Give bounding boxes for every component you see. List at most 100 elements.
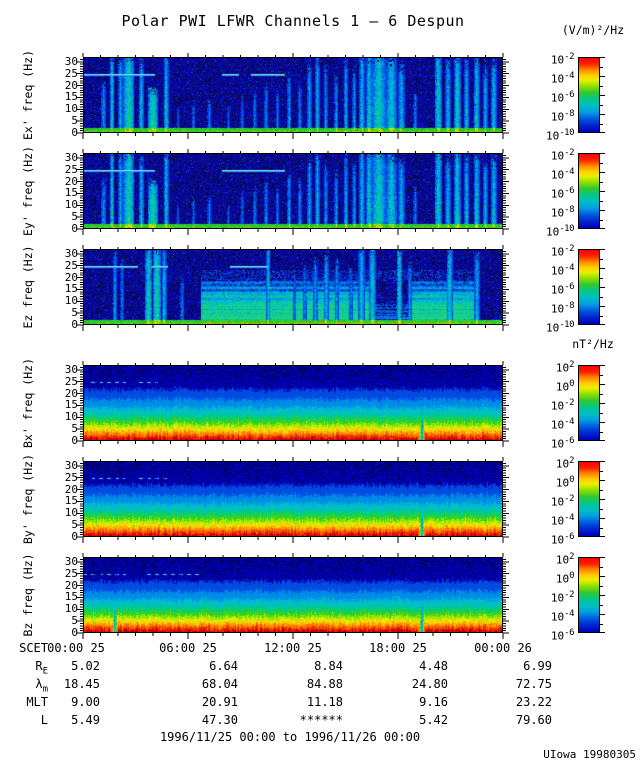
date-range-label: 1996/11/25 00:00 to 1996/11/26 00:00 <box>159 730 421 744</box>
colorbar-tick-label: 10-6 <box>550 436 575 451</box>
colorbar-tick <box>600 614 605 615</box>
colorbar-tick-label: 10-6 <box>550 628 575 643</box>
ephemeris-value: 9.00 <box>71 695 100 709</box>
y-tick-label: 10 <box>64 102 78 116</box>
colorbar-tick <box>600 576 605 577</box>
colorbar-tick <box>600 123 603 125</box>
colorbar-tick <box>600 422 605 423</box>
y-tick-label: 20 <box>64 270 78 284</box>
colorbar-tick-label: 10-4 <box>550 417 575 432</box>
colorbar-tick-label: 10-8 <box>550 109 575 124</box>
colorbar-by <box>578 461 600 537</box>
ephemeris-value: 79.60 <box>515 713 552 727</box>
colorbar-tick <box>600 470 603 472</box>
y-tick-label: 15 <box>64 90 78 104</box>
y-tick-label: 10 <box>64 506 78 520</box>
colorbar-tick <box>600 114 605 115</box>
credit-label: UIowa 19980305 <box>543 748 636 761</box>
ephemeris-row-label-r: RE <box>35 659 48 677</box>
y-tick-label: 0 <box>71 318 78 331</box>
colorbar-tick-label: 10-6 <box>550 186 575 201</box>
colorbar-tick <box>600 480 605 481</box>
colorbar-tick <box>600 296 603 298</box>
y-tick-label: 10 <box>64 410 78 424</box>
spectrogram-canvas-ey <box>83 153 503 229</box>
colorbar-tick-label: 10-6 <box>550 90 575 105</box>
axis-ticks-bx <box>77 361 509 447</box>
colorbar-tick <box>600 518 605 519</box>
ephemeris-value: 6.64 <box>209 659 238 673</box>
colorbar-tick <box>600 595 605 596</box>
ephemeris-value: 11.18 <box>306 695 343 709</box>
ephemeris-value: 8.84 <box>314 659 343 673</box>
ephemeris-value: 84.88 <box>306 677 343 691</box>
colorbar-tick <box>600 632 605 633</box>
colorbar-bx <box>578 365 600 441</box>
colorbar-tick-label: 10-6 <box>550 532 575 547</box>
colorbar-tick <box>600 153 605 154</box>
y-tick-label: 25 <box>64 374 78 388</box>
time-tick-label: 12:00 25 <box>264 641 322 655</box>
y-tick-label: 10 <box>64 198 78 212</box>
colorbar-tick <box>600 219 603 221</box>
ephemeris-value: 5.42 <box>419 713 448 727</box>
colorbar-tick <box>600 365 605 366</box>
y-tick-label: 5 <box>71 518 78 532</box>
y-tick-label: 15 <box>64 186 78 200</box>
colorbar-tick <box>600 200 603 202</box>
y-tick-label: 15 <box>64 494 78 508</box>
colorbar-tick-label: 102 <box>555 360 575 375</box>
time-tick-label: 00:00 25 <box>47 641 105 655</box>
colorbar-tick <box>600 162 603 164</box>
colorbar-ey <box>578 153 600 229</box>
spectrogram-canvas-by <box>83 461 503 537</box>
colorbar-tick-label: 100 <box>555 379 575 394</box>
colorbar-tick <box>600 57 605 58</box>
colorbar-tick <box>600 393 603 395</box>
colorbar-tick-label: 100 <box>555 571 575 586</box>
y-tick-label: 30 <box>64 54 78 68</box>
y-tick-label: 20 <box>64 578 78 592</box>
ephemeris-value: 68.04 <box>201 677 238 691</box>
y-tick-label: 30 <box>64 362 78 376</box>
colorbar-tick-label: 102 <box>555 552 575 567</box>
colorbar-tick <box>600 66 603 68</box>
colorbar-tick <box>600 315 603 317</box>
y-tick-label: 15 <box>64 282 78 296</box>
colorbar-tick <box>600 489 603 491</box>
chart-title: Polar PWI LFWR Channels 1 — 6 Despun <box>121 12 465 30</box>
ephemeris-value: 47.30 <box>201 713 238 727</box>
ephemeris-value: 23.22 <box>515 695 552 709</box>
colorbar-tick <box>600 585 603 587</box>
y-tick-label: 25 <box>64 470 78 484</box>
colorbar-tick <box>600 623 603 625</box>
y-tick-label: 25 <box>64 566 78 580</box>
colorbar-tick <box>600 95 605 96</box>
colorbar-tick-label: 10-10 <box>545 320 575 335</box>
b-colorbar-unit-label: nT²/Hz <box>572 337 614 351</box>
y-tick-label: 0 <box>71 126 78 139</box>
colorbar-tick <box>600 324 605 325</box>
colorbar-tick-label: 10-4 <box>550 167 575 182</box>
colorbar-tick <box>600 306 605 307</box>
ephemeris-row-label-mlt: MLT <box>26 695 48 709</box>
colorbar-tick-label: 10-4 <box>550 513 575 528</box>
axis-ticks-ez <box>77 245 509 331</box>
ephemeris-value: 5.02 <box>71 659 100 673</box>
ephemeris-value: 20.91 <box>201 695 238 709</box>
colorbar-tick-label: 10-4 <box>550 609 575 624</box>
colorbar-tick-label: 10-2 <box>550 398 575 413</box>
y-tick-label: 30 <box>64 246 78 260</box>
y-tick-label: 25 <box>64 162 78 176</box>
colorbar-tick-label: 10-4 <box>550 71 575 86</box>
axis-ticks-by <box>77 457 509 543</box>
axis-ticks-ey <box>77 149 509 235</box>
colorbar-tick <box>600 508 603 510</box>
axis-ticks-bz <box>77 553 509 639</box>
time-tick-label: 18:00 25 <box>369 641 427 655</box>
colorbar-tick <box>600 287 605 288</box>
colorbar-tick <box>600 604 603 606</box>
colorbar-tick-label: 10-4 <box>550 263 575 278</box>
y-tick-label: 25 <box>64 66 78 80</box>
y-tick-label: 0 <box>71 434 78 447</box>
